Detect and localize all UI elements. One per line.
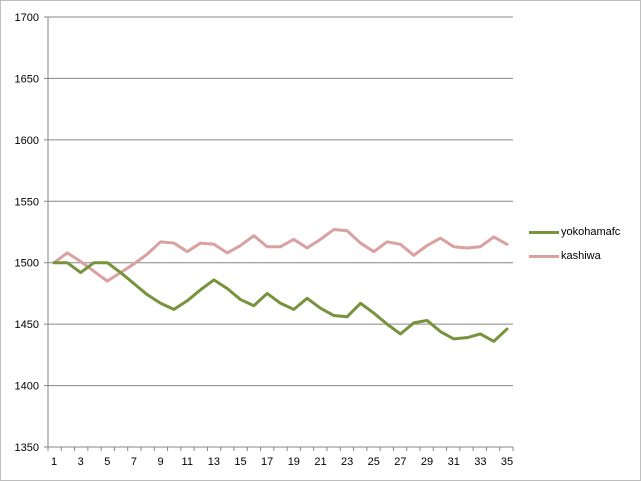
series-line-kashiwa [52, 228, 509, 283]
legend-swatch-yokohamafc [529, 230, 559, 234]
x-tick-label-7: 7 [131, 456, 137, 468]
x-tick-label-11: 11 [182, 456, 193, 468]
x-tick-label-3: 3 [78, 456, 84, 468]
x-tick-label-15: 15 [234, 456, 246, 468]
x-tick-label-21: 21 [314, 456, 326, 468]
x-tick-label-1: 1 [51, 456, 57, 468]
legend-label-yokohamafc: yokohamafc [561, 226, 621, 238]
y-tick-label-1550: 1550 [15, 196, 39, 208]
legend-item-yokohamafc: yokohamafc [529, 220, 639, 244]
y-tick-label-1600: 1600 [15, 135, 39, 147]
y-tick-label-1450: 1450 [15, 319, 39, 331]
y-tick-label-1350: 1350 [15, 442, 39, 454]
x-tick-label-31: 31 [448, 456, 460, 468]
legend-swatch-kashiwa [529, 254, 559, 258]
axes [44, 16, 514, 451]
y-tick-labels: 1350 1400 1450 1500 1550 1600 1650 1700 [15, 12, 39, 454]
series-lines [52, 228, 509, 343]
x-tick-label-35: 35 [501, 456, 513, 468]
x-tick-label-33: 33 [474, 456, 486, 468]
gridlines [48, 16, 513, 448]
series-line-yokohamafc [52, 261, 509, 343]
y-tick-label-1500: 1500 [15, 258, 39, 270]
legend-label-kashiwa: kashiwa [561, 250, 601, 262]
x-tick-label-23: 23 [341, 456, 353, 468]
y-tick-label-1700: 1700 [15, 12, 39, 24]
legend: yokohamafc kashiwa [529, 220, 639, 268]
legend-item-kashiwa: kashiwa [529, 244, 639, 268]
x-tick-label-17: 17 [261, 456, 273, 468]
x-tick-label-5: 5 [104, 456, 110, 468]
x-tick-label-25: 25 [368, 456, 380, 468]
y-tick-label-1400: 1400 [15, 381, 39, 393]
x-tick-label-13: 13 [208, 456, 220, 468]
y-tick-label-1650: 1650 [15, 73, 39, 85]
x-tick-label-29: 29 [421, 456, 433, 468]
x-tick-label-9: 9 [158, 456, 164, 468]
x-tick-labels: 1 3 5 7 9 11 13 15 17 19 21 23 25 27 29 31 33 35 [51, 456, 513, 468]
x-tick-label-19: 19 [288, 456, 300, 468]
x-tick-label-27: 27 [394, 456, 406, 468]
